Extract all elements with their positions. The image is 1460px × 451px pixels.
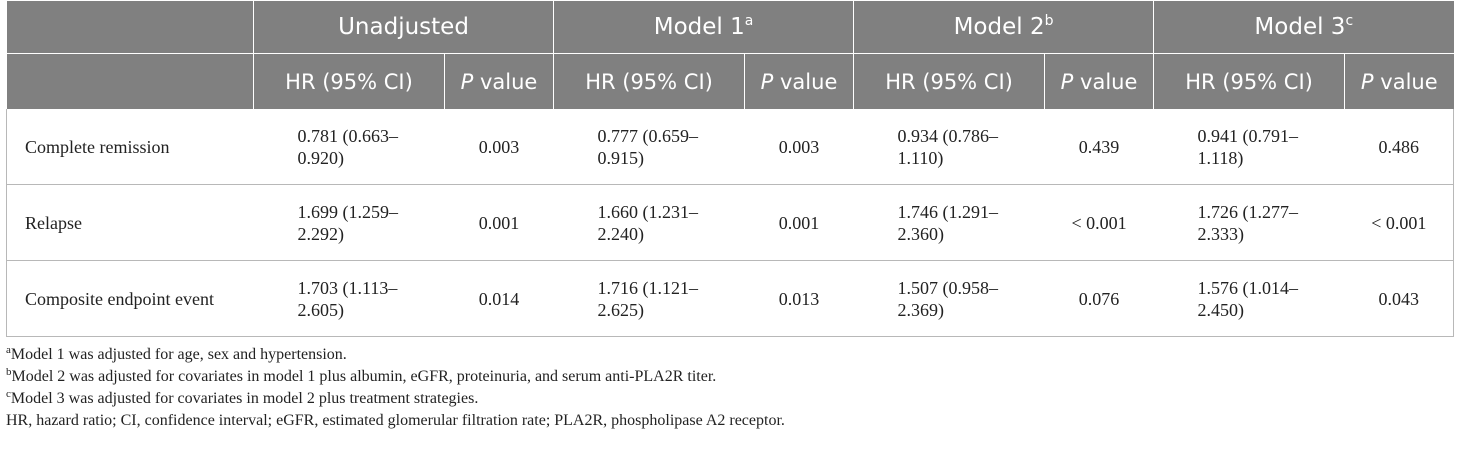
footnote: HR, hazard ratio; CI, confidence interva… [6, 410, 1453, 432]
p-value-cell: 0.014 [444, 260, 554, 337]
hr-ci-line-1: 1.726 (1.277– [1197, 201, 1299, 222]
hr-ci-line-2: 2.292) [297, 223, 345, 244]
hr-ci-cell: 1.507 (0.958– 2.369) [853, 260, 1045, 337]
hr-ci-line-2: 1.110) [897, 147, 944, 168]
hr-ci-line-2: 1.118) [1197, 147, 1244, 168]
header-group-model-3: Model 3c [1153, 1, 1454, 54]
table-footnotes: aModel 1 was adjusted for age, sex and h… [6, 344, 1453, 432]
hr-ci-line-1: 1.507 (0.958– [897, 277, 999, 298]
footnote-text: Model 3 was adjusted for covariates in m… [10, 390, 479, 407]
hr-ci-cell: 1.746 (1.291– 2.360) [853, 184, 1045, 261]
column-header-p-value: P value [443, 53, 554, 109]
p-value-cell: < 0.001 [1044, 184, 1154, 261]
footnote-marker: b [6, 366, 12, 378]
column-header-hr: HR (95% CI) [1153, 53, 1345, 109]
table-body: Complete remission 0.781 (0.663– 0.920) 0.0… [6, 109, 1455, 337]
header-row-groups: Unadjusted Model 1a Model 2b Model 3c [6, 1, 1454, 54]
row-label: Relapse [6, 184, 254, 261]
hr-ci-cell: 1.716 (1.121– 2.625) [553, 260, 745, 337]
header-group-model-1: Model 1a [553, 1, 854, 54]
column-header-p-value: P value [744, 53, 854, 109]
hr-ci-line-2: 0.915) [597, 147, 645, 168]
p-value-cell: 0.439 [1044, 109, 1154, 185]
hr-ci-cell: 1.660 (1.231– 2.240) [553, 184, 745, 261]
hr-ci-line-1: 0.777 (0.659– [597, 125, 699, 146]
footnote-text: HR, hazard ratio; CI, confidence interva… [6, 412, 785, 429]
footnote: bModel 2 was adjusted for covariates in … [6, 366, 1453, 388]
column-header-hr: HR (95% CI) [253, 53, 445, 109]
hr-ci-line-1: 1.576 (1.014– [1197, 277, 1299, 298]
hr-ci-line-2: 2.450) [1197, 299, 1245, 320]
column-header-hr: HR (95% CI) [553, 53, 745, 109]
hr-ci-cell: 1.703 (1.113– 2.605) [253, 260, 445, 337]
hr-ci-line-2: 2.605) [297, 299, 345, 320]
hr-ci-line-1: 1.703 (1.113– [297, 277, 398, 298]
hr-ci-line-1: 1.699 (1.259– [297, 201, 399, 222]
table-row: Composite endpoint event 1.703 (1.113– 2.6… [6, 260, 1455, 337]
p-value-cell: 0.043 [1344, 260, 1455, 337]
header-corner-cell [6, 1, 254, 54]
table-row: Complete remission 0.781 (0.663– 0.920) 0.0… [6, 109, 1455, 185]
table-row: Relapse 1.699 (1.259– 2.292) 0.001 1.660 (1.… [6, 184, 1455, 261]
footnote-marker: a [744, 13, 754, 29]
hr-ci-line-1: 1.716 (1.121– [597, 277, 699, 298]
header-group-unadjusted: Unadjusted [252, 1, 554, 54]
footnote-text: Model 1 was adjusted for age, sex and hy… [10, 346, 347, 363]
footnote: aModel 1 was adjusted for age, sex and h… [6, 344, 1453, 366]
p-value-cell: 0.003 [444, 109, 554, 185]
footnote-marker: b [1044, 13, 1054, 29]
hr-ci-line-2: 2.369) [897, 299, 945, 320]
p-value-cell: 0.001 [444, 184, 554, 261]
footnote-text: Model 2 was adjusted for covariates in m… [11, 368, 717, 385]
footnote: cModel 3 was adjusted for covariates in … [6, 388, 1453, 410]
hr-ci-line-2: 2.333) [1197, 223, 1245, 244]
header-row-columns: HR (95% CI) P value HR (95% CI) P value … [6, 53, 1454, 109]
footnote-marker: c [1345, 13, 1354, 29]
hr-ci-cell: 1.699 (1.259– 2.292) [253, 184, 445, 261]
hr-ci-line-2: 0.920) [297, 147, 345, 168]
row-label: Complete remission [6, 109, 254, 185]
hr-ci-line-1: 0.941 (0.791– [1197, 125, 1299, 146]
hr-ci-cell: 1.576 (1.014– 2.450) [1153, 260, 1345, 337]
column-header-p-value: P value [1044, 53, 1154, 109]
p-value-cell: 0.076 [1044, 260, 1154, 337]
hr-ci-line-1: 1.746 (1.291– [897, 201, 999, 222]
footnote-marker: a [6, 344, 11, 356]
hr-ci-line-2: 2.360) [897, 223, 945, 244]
p-value-cell: 0.001 [744, 184, 854, 261]
p-value-cell: < 0.001 [1344, 184, 1455, 261]
hr-ci-cell: 0.941 (0.791– 1.118) [1153, 109, 1345, 185]
hazard-ratio-table: Unadjusted Model 1a Model 2b Model 3c HR… [6, 1, 1455, 337]
hr-ci-line-2: 2.625) [597, 299, 645, 320]
p-value-cell: 0.013 [744, 260, 854, 337]
hr-ci-line-1: 0.781 (0.663– [297, 125, 399, 146]
hr-ci-line-1: 0.934 (0.786– [897, 125, 999, 146]
p-value-cell: 0.486 [1344, 109, 1455, 185]
column-header-hr: HR (95% CI) [853, 53, 1045, 109]
hr-ci-cell: 0.781 (0.663– 0.920) [253, 109, 445, 185]
p-value-cell: 0.003 [744, 109, 854, 185]
row-label: Composite endpoint event [6, 260, 254, 337]
hr-ci-cell: 0.934 (0.786– 1.110) [853, 109, 1045, 185]
column-header-p-value: P value [1344, 53, 1454, 109]
header-group-model-2: Model 2b [853, 1, 1154, 54]
header-corner-cell [6, 53, 254, 109]
hr-ci-cell: 0.777 (0.659– 0.915) [553, 109, 745, 185]
hr-ci-line-1: 1.660 (1.231– [597, 201, 699, 222]
hr-ci-cell: 1.726 (1.277– 2.333) [1153, 184, 1345, 261]
hr-ci-line-2: 2.240) [597, 223, 645, 244]
hazard-ratio-table-figure: Unadjusted Model 1a Model 2b Model 3c HR… [6, 1, 1455, 432]
footnote-marker: c [6, 388, 11, 400]
